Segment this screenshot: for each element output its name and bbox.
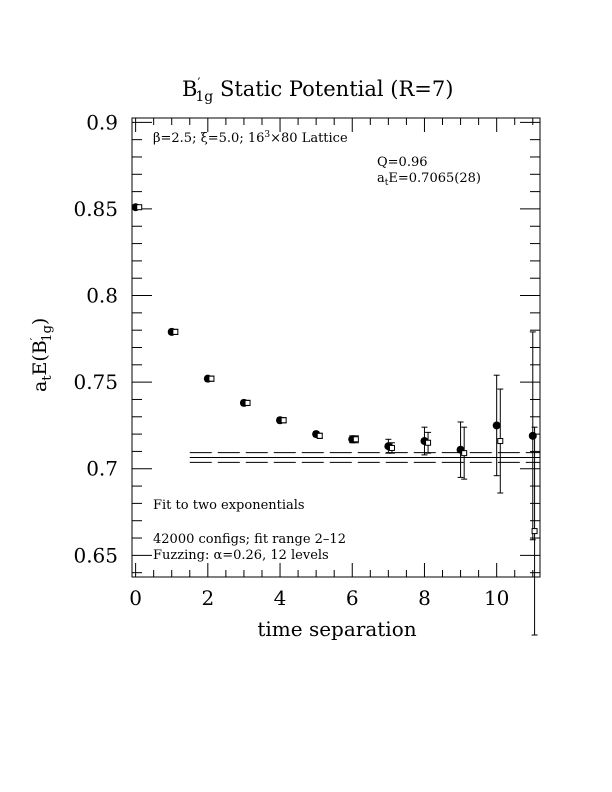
data-point-circle xyxy=(492,421,501,430)
q-annotation: Q=0.96 xyxy=(377,155,428,170)
y-tick-label: 0.65 xyxy=(73,543,118,567)
fit-lines xyxy=(189,452,540,463)
x-axis-label: time separation xyxy=(257,617,416,641)
data-point-square xyxy=(172,328,179,335)
lattice-annotation: β=2.5; ξ=5.0; 163×80 Lattice xyxy=(153,130,348,146)
data-point-square xyxy=(316,432,323,439)
x-tick-label: 2 xyxy=(201,586,214,610)
data-point-square xyxy=(136,204,143,211)
y-tick-label: 0.7 xyxy=(86,457,118,481)
x-tick-label: 0 xyxy=(129,586,142,610)
configs-annotation: 42000 configs; fit range 2–12 xyxy=(153,532,346,547)
data-points xyxy=(131,203,538,636)
x-tick-label: 4 xyxy=(274,586,287,610)
data-point-square xyxy=(244,399,251,406)
data-point-square xyxy=(280,417,287,424)
data-point-square xyxy=(388,444,395,451)
y-axis-label: atE(B′1g) xyxy=(28,318,55,392)
fuzzing-annotation: Fuzzing: α=0.26, 12 levels xyxy=(153,548,329,563)
data-point-square xyxy=(531,528,538,535)
fit-type-annotation: Fit to two exponentials xyxy=(153,498,305,513)
data-point-square xyxy=(208,375,215,382)
x-tick-label: 10 xyxy=(484,586,509,610)
x-tick-label: 6 xyxy=(346,586,359,610)
data-point-square xyxy=(425,439,432,446)
energy-annotation: atE=0.7065(28) xyxy=(377,171,481,188)
y-tick-label: 0.8 xyxy=(86,284,118,308)
data-point-circle xyxy=(528,431,537,440)
data-point-square xyxy=(352,436,359,443)
ticks: 0 2 4 6 8 10 0.65 0.7 0.75 0.8 0.85 0.9 xyxy=(73,110,540,610)
data-point-square xyxy=(461,450,468,457)
y-tick-label: 0.75 xyxy=(73,370,118,394)
x-tick-label: 8 xyxy=(418,586,431,610)
data-point-square xyxy=(497,438,504,445)
y-tick-label: 0.9 xyxy=(86,110,118,134)
chart-title: B′ 1g Static Potential (R=7) xyxy=(182,76,453,105)
y-tick-label: 0.85 xyxy=(73,197,118,221)
